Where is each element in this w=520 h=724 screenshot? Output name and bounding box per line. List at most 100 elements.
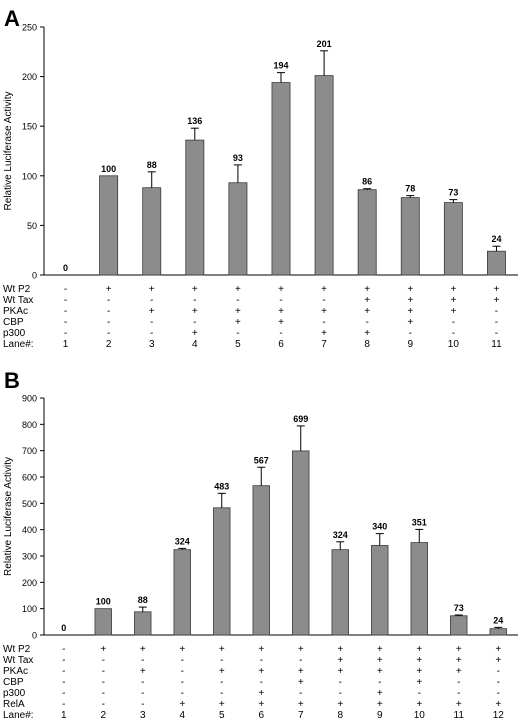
value-label: 699 [293,414,308,424]
condition-sign: - [141,655,144,666]
value-label: 78 [405,184,415,194]
condition-sign: - [260,655,263,666]
condition-sign: + [450,306,456,317]
condition-sign: - [181,688,184,699]
condition-sign: + [377,644,383,655]
condition-sign: - [339,688,342,699]
y-tick-label: 600 [22,473,37,483]
value-label: 73 [448,188,458,198]
lane-number: 9 [377,710,383,721]
condition-sign: + [494,284,500,295]
y-tick-label: 100 [22,604,37,614]
value-label: 88 [147,160,157,170]
condition-sign: - [62,655,65,666]
condition-sign: - [141,699,144,710]
condition-sign: + [407,295,413,306]
condition-sign: - [107,306,110,317]
lane-number: 6 [278,339,284,350]
bar [357,189,377,276]
condition-sign: + [298,677,304,688]
condition-sign: - [64,317,67,328]
y-tick-label: 900 [22,394,37,404]
condition-sign: - [181,666,184,677]
bar [487,250,506,276]
y-tick-label: 200 [22,72,37,82]
condition-sign: - [102,688,105,699]
condition-sign: - [220,688,223,699]
y-tick-label: 0 [32,271,37,281]
condition-label: CBP [3,317,24,328]
condition-sign: - [107,317,110,328]
condition-sign: + [179,644,185,655]
lane-number: 6 [258,710,264,721]
condition-label: CBP [3,677,24,688]
condition-sign: + [456,666,462,677]
condition-sign: + [219,666,225,677]
bar [410,542,428,636]
value-label: 340 [372,522,387,532]
condition-sign: - [150,295,153,306]
condition-sign: - [102,677,105,688]
lane-label: Lane#: [3,710,34,721]
condition-sign: - [279,295,282,306]
lane-number: 3 [149,339,155,350]
value-label: 324 [175,536,190,546]
lane-number: 7 [298,710,304,721]
panel-a: A 0 50 100 150 200 250 Relative Luciferase Act… [3,6,518,350]
condition-sign: - [193,295,196,306]
panel-b: B 0 100 200 300 400 500 600 700 800 900 Relative L… [0,362,520,724]
condition-sign: + [337,655,343,666]
y-tick-label: 150 [22,122,37,132]
condition-sign: - [418,688,421,699]
lane-number: 4 [192,339,198,350]
condition-label: Wt Tax [3,295,33,306]
bar [271,82,291,276]
condition-label: p300 [3,688,26,699]
condition-sign: - [62,666,65,677]
condition-sign: - [457,688,460,699]
value-label: 24 [491,234,501,244]
condition-sign: + [258,666,264,677]
condition-sign: + [278,317,284,328]
lane-number: 8 [364,339,370,350]
condition-sign: + [407,284,413,295]
condition-sign: + [219,644,225,655]
bar [213,507,231,636]
condition-sign: - [102,666,105,677]
bar [142,187,162,276]
condition-sign: + [495,699,501,710]
condition-sign: + [456,699,462,710]
bar [173,549,191,636]
condition-sign: + [456,644,462,655]
y-tick-label: 700 [22,446,37,456]
condition-sign: - [260,677,263,688]
value-label: 136 [187,116,202,126]
condition-sign: - [339,677,342,688]
y-tick-label: 50 [27,221,37,231]
bar [489,628,507,636]
condition-sign: - [62,688,65,699]
value-label: 86 [362,177,372,187]
condition-sign: - [495,306,498,317]
lane-number: 7 [321,339,327,350]
panel-label: A [4,6,20,31]
lane-label: Lane#: [3,339,34,350]
lane-number: 3 [140,710,146,721]
condition-sign: - [378,677,381,688]
bar [443,202,463,276]
condition-sign: + [219,699,225,710]
condition-sign: + [450,284,456,295]
condition-sign: + [258,699,264,710]
condition-label: Wt Tax [3,655,33,666]
y-tick-label: 500 [22,499,37,509]
y-tick-label: 300 [22,552,37,562]
condition-sign: - [322,295,325,306]
y-axis-label: Relative Luciferase Activity [3,92,14,211]
value-label: 567 [254,455,269,465]
bar [228,182,248,276]
lane-number: 2 [100,710,106,721]
condition-sign: + [364,328,370,339]
condition-label: p300 [3,328,26,339]
condition-sign: + [192,328,198,339]
value-label: 24 [493,615,503,625]
